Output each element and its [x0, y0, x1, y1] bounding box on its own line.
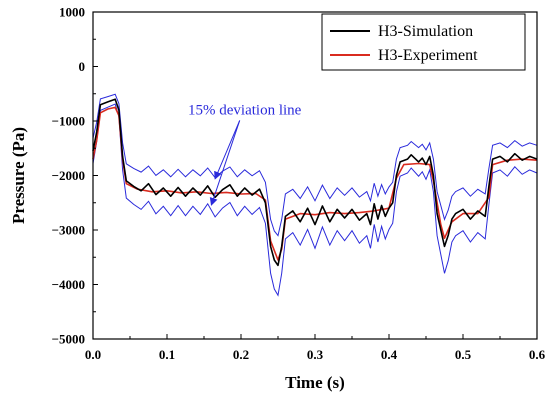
y-tick-label: −5000	[52, 332, 85, 347]
deviation-band-layer	[92, 93, 538, 297]
deviation-line-upper	[92, 93, 538, 237]
legend-label-simulation: H3-Simulation	[378, 23, 473, 40]
annotation-layer: 15% deviation line	[188, 102, 302, 206]
x-tick-label: 0.5	[455, 347, 472, 362]
x-tick-label: 0.2	[233, 347, 249, 362]
x-tick-label: 0.1	[159, 347, 175, 362]
deviation-line-lower	[92, 103, 538, 297]
annotation-label: 15% deviation line	[188, 102, 302, 118]
legend: H3-Simulation H3-Experiment	[321, 13, 526, 71]
y-tick-label: −2000	[52, 168, 85, 183]
y-tick-label: −1000	[52, 114, 85, 129]
series-line-experiment	[92, 106, 538, 261]
y-tick-label: −4000	[52, 277, 85, 292]
y-tick-label: −3000	[52, 223, 85, 238]
y-tick-label: 1000	[59, 5, 85, 20]
tick-layer: 0.0 0.1 0.2 0.3 0.4 0.5 0.6 1000 0 −1000 −2000 −300…	[52, 5, 546, 363]
y-tick-label: 0	[79, 59, 86, 74]
annotation-arrow-lower	[209, 120, 241, 206]
legend-box	[321, 13, 526, 71]
y-axis-title: Pressure (Pa)	[9, 127, 28, 224]
annotation-arrow-upper	[214, 120, 241, 180]
legend-label-experiment: H3-Experiment	[378, 47, 478, 64]
x-tick-label: 0.6	[529, 347, 546, 362]
x-axis-title: Time (s)	[285, 373, 345, 392]
x-tick-label: 0.4	[381, 347, 398, 362]
x-tick-label: 0.0	[85, 347, 101, 362]
x-tick-label: 0.3	[307, 347, 324, 362]
series-layer	[92, 98, 538, 267]
series-line-simulation	[92, 98, 538, 267]
